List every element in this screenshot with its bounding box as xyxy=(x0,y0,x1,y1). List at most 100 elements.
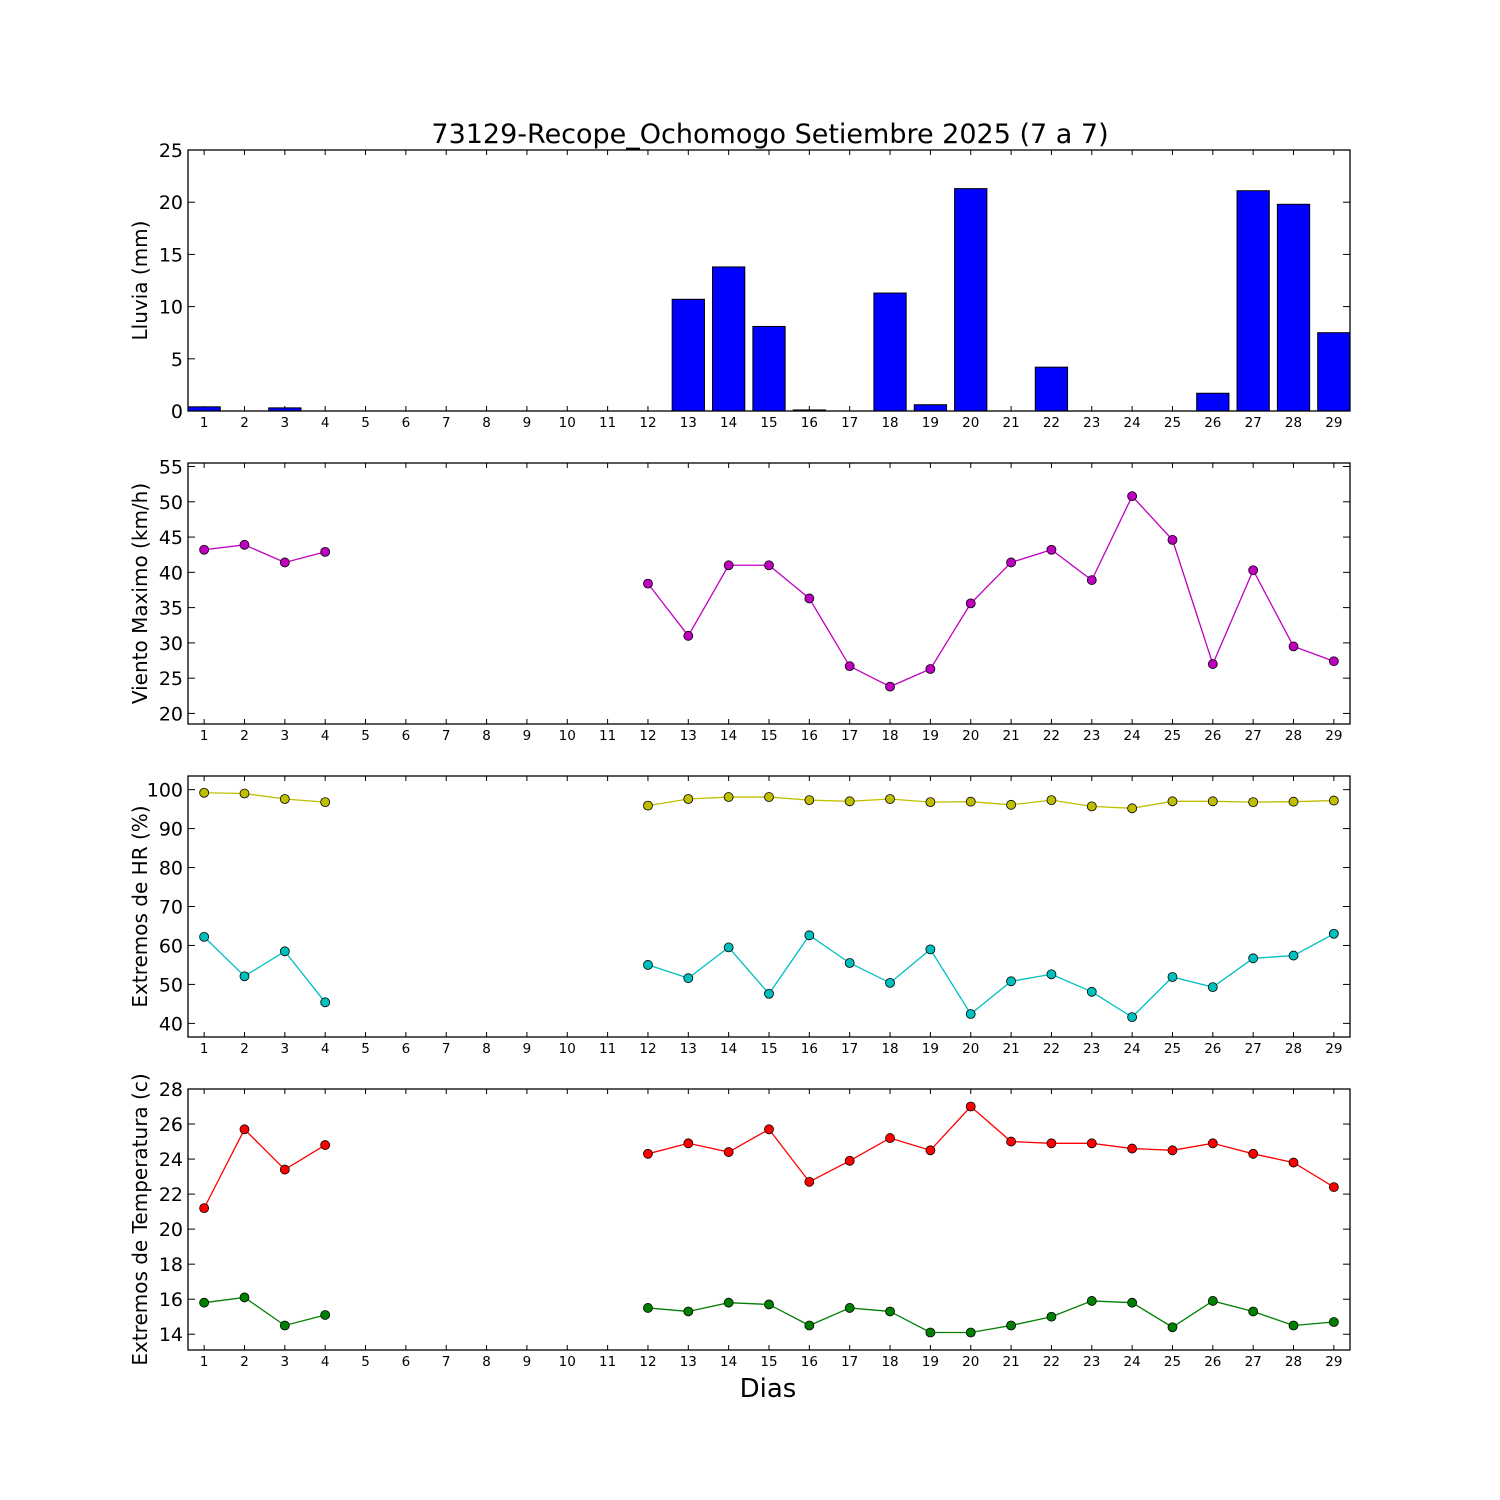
data-point xyxy=(1046,1138,1057,1149)
data-point xyxy=(925,1145,936,1156)
data-point xyxy=(279,794,290,804)
data-point xyxy=(844,1303,855,1313)
data-point xyxy=(1046,1311,1057,1322)
data-point xyxy=(1207,659,1218,669)
y-tick-label: 5 xyxy=(171,349,183,371)
data-point xyxy=(279,557,290,568)
x-tick-label: 7 xyxy=(442,1354,451,1370)
plot-frame xyxy=(187,462,1351,725)
x-tick-label: 8 xyxy=(482,728,491,744)
data-point xyxy=(885,1133,895,1143)
x-tick-label: 21 xyxy=(1002,415,1019,431)
rain-bar xyxy=(954,188,988,412)
x-tick-label: 27 xyxy=(1245,415,1262,431)
data-point xyxy=(1207,796,1218,807)
y-tick-label: 40 xyxy=(159,1013,183,1035)
data-point xyxy=(199,1297,210,1308)
x-tick-label: 3 xyxy=(281,1354,290,1370)
x-tick-label: 13 xyxy=(680,1354,697,1370)
x-tick-label: 15 xyxy=(760,415,777,431)
data-point xyxy=(1248,565,1259,576)
x-tick-label: 7 xyxy=(442,1041,451,1057)
x-tick-label: 19 xyxy=(922,728,939,744)
x-tick-label: 12 xyxy=(639,415,656,431)
data-point xyxy=(723,560,734,571)
x-axis-label: Dias xyxy=(740,1374,797,1404)
x-tick-label: 10 xyxy=(559,1354,576,1370)
x-tick-label: 25 xyxy=(1164,1041,1181,1057)
y-tick-label: 50 xyxy=(159,974,183,996)
x-tick-label: 17 xyxy=(841,1041,858,1057)
x-tick-label: 2 xyxy=(240,1041,249,1057)
x-tick-label: 9 xyxy=(523,1354,532,1370)
x-tick-label: 26 xyxy=(1204,1041,1221,1057)
data-point xyxy=(1207,1296,1218,1306)
y-axis-label: Lluvia (mm) xyxy=(128,221,152,341)
data-point xyxy=(320,546,331,557)
x-tick-label: 11 xyxy=(599,1041,616,1057)
data-point xyxy=(320,1310,331,1320)
x-tick-label: 9 xyxy=(523,1041,532,1057)
x-tick-label: 20 xyxy=(962,1041,979,1057)
x-tick-label: 22 xyxy=(1043,728,1060,744)
data-point xyxy=(965,598,976,609)
data-point xyxy=(279,1320,290,1331)
x-tick-label: 28 xyxy=(1285,415,1302,431)
rain-bar xyxy=(712,266,746,412)
data-point xyxy=(683,973,694,984)
x-tick-label: 27 xyxy=(1245,1354,1262,1370)
data-point xyxy=(239,971,250,982)
x-tick-label: 24 xyxy=(1124,728,1141,744)
x-tick-label: 5 xyxy=(361,1354,370,1370)
data-point xyxy=(1248,953,1259,964)
data-point xyxy=(683,1138,694,1149)
rain-bar xyxy=(671,298,705,412)
y-tick-label: 22 xyxy=(159,1184,183,1206)
data-point xyxy=(239,1124,250,1135)
data-point xyxy=(844,1155,855,1166)
y-tick-label: 10 xyxy=(159,297,183,319)
x-tick-label: 14 xyxy=(720,728,737,744)
data-point xyxy=(1167,972,1178,982)
y-tick-label: 16 xyxy=(159,1289,183,1311)
data-point xyxy=(1288,950,1299,961)
data-point xyxy=(683,630,694,641)
x-tick-label: 19 xyxy=(922,1354,939,1370)
data-point xyxy=(804,593,815,604)
x-tick-label: 28 xyxy=(1285,1041,1302,1057)
y-tick-label: 28 xyxy=(159,1079,183,1101)
rain-bar xyxy=(752,325,786,412)
x-tick-label: 11 xyxy=(599,1354,616,1370)
data-point xyxy=(320,1140,331,1150)
data-point xyxy=(1046,795,1057,806)
x-tick-label: 10 xyxy=(559,728,576,744)
rain-bar xyxy=(1034,366,1069,412)
data-point xyxy=(643,1303,653,1313)
y-tick-label: 90 xyxy=(159,819,183,841)
x-tick-label: 22 xyxy=(1043,1354,1060,1370)
x-tick-label: 17 xyxy=(841,1354,858,1370)
x-tick-label: 3 xyxy=(281,728,290,744)
x-tick-label: 28 xyxy=(1285,1354,1302,1370)
x-tick-label: 16 xyxy=(801,1354,818,1370)
y-tick-label: 15 xyxy=(159,244,183,266)
x-tick-label: 20 xyxy=(962,1354,979,1370)
data-point xyxy=(239,788,250,799)
data-point xyxy=(965,1327,976,1338)
data-point xyxy=(199,931,210,942)
data-point xyxy=(1086,1296,1097,1306)
data-point xyxy=(1006,976,1016,987)
data-point xyxy=(723,942,734,953)
x-tick-label: 7 xyxy=(442,415,451,431)
data-point xyxy=(723,1147,734,1157)
data-point xyxy=(643,800,653,811)
data-point xyxy=(1127,1143,1138,1154)
x-tick-label: 12 xyxy=(639,1354,656,1370)
data-point xyxy=(925,944,936,955)
x-tick-label: 18 xyxy=(881,415,898,431)
x-tick-label: 21 xyxy=(1002,1354,1019,1370)
x-tick-label: 23 xyxy=(1083,728,1100,744)
x-tick-label: 16 xyxy=(801,728,818,744)
